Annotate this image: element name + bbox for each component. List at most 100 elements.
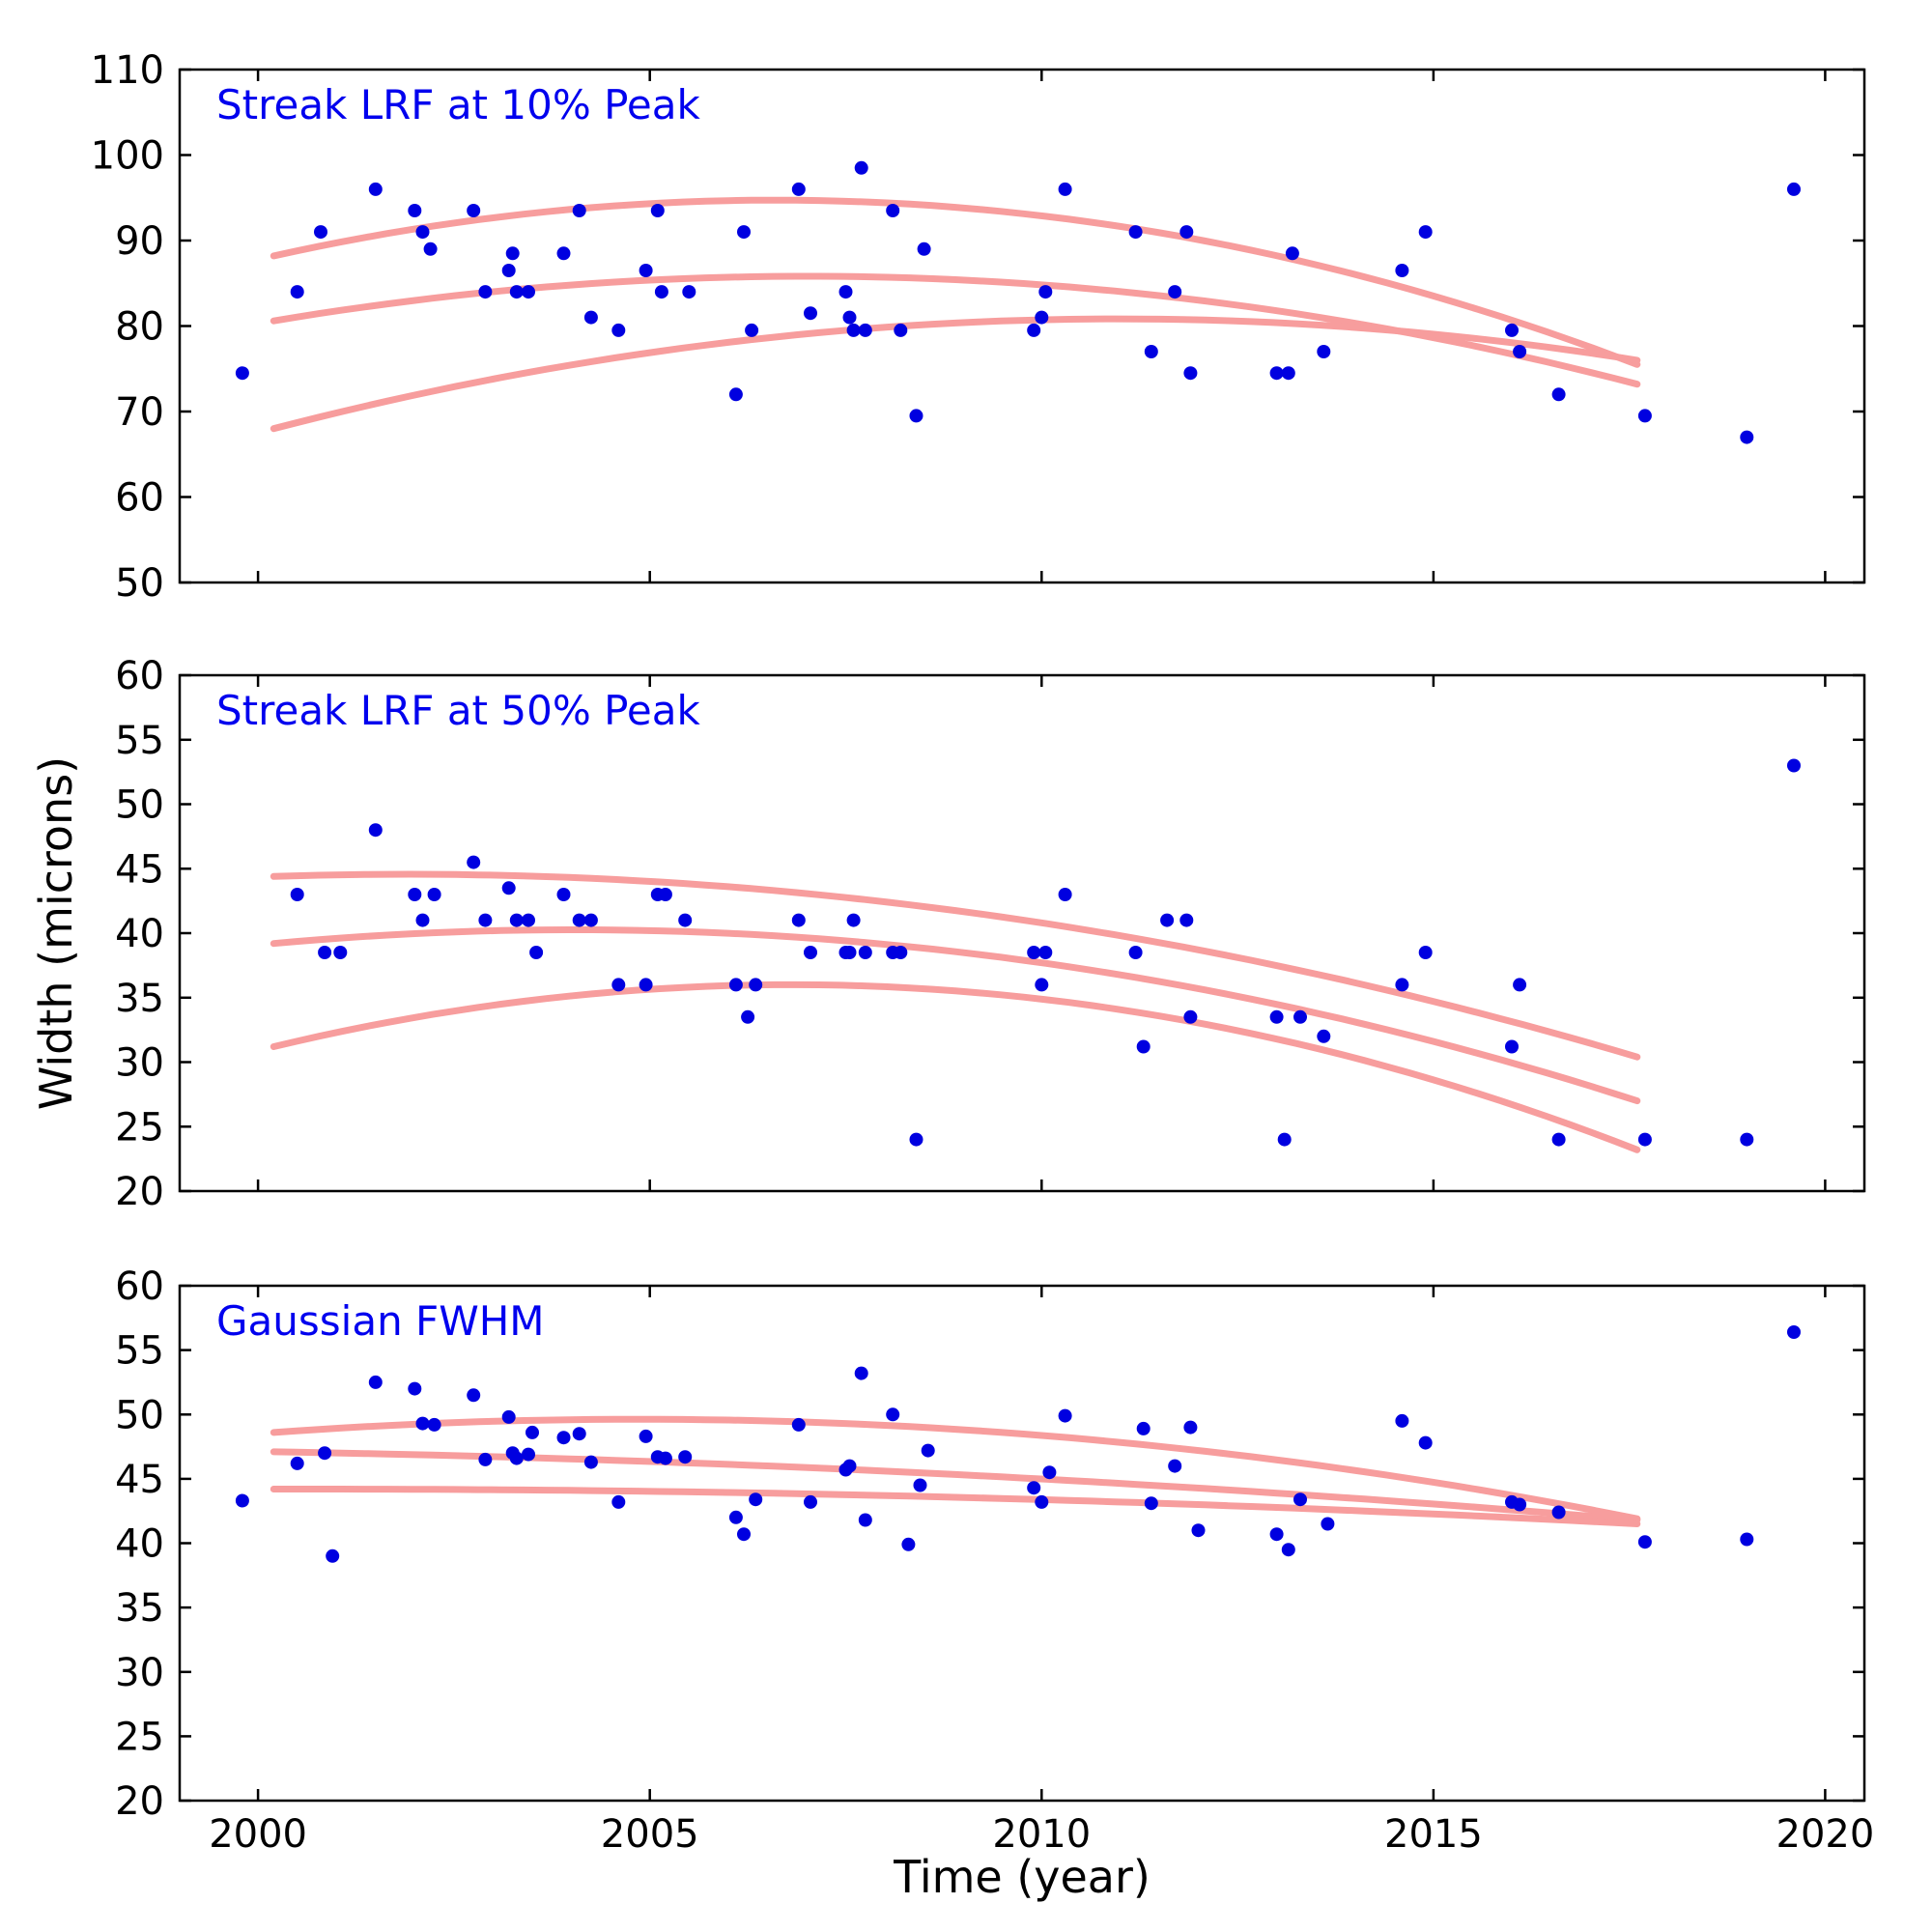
data-point — [1027, 946, 1041, 959]
data-point — [682, 285, 696, 299]
data-point — [842, 310, 857, 325]
data-point — [415, 913, 430, 927]
y-tick-label: 60 — [115, 1264, 164, 1309]
y-tick-label: 20 — [115, 1170, 164, 1214]
y-tick-label: 25 — [115, 1715, 164, 1759]
data-point — [1179, 225, 1194, 240]
data-point — [909, 409, 923, 423]
data-point — [1285, 246, 1299, 261]
data-point — [1418, 1435, 1433, 1450]
y-tick-label: 55 — [115, 1329, 164, 1374]
data-point — [909, 1132, 923, 1147]
data-point — [1168, 285, 1182, 299]
data-point — [1551, 1505, 1566, 1520]
data-point — [1038, 946, 1053, 959]
data-point — [1035, 310, 1049, 325]
data-point — [886, 204, 900, 217]
data-point — [1395, 1413, 1409, 1428]
data-point — [728, 1510, 743, 1524]
data-point — [427, 1417, 441, 1432]
fit-curve — [270, 926, 1641, 1105]
data-point — [917, 242, 931, 256]
panel-streak-lrf-10-percent: Streak LRF at 10% Peak 50 60 70 80 90 100 110 — [91, 48, 1866, 606]
y-tick-label: 110 — [91, 48, 164, 93]
data-point — [326, 1548, 340, 1563]
data-point — [1191, 1523, 1206, 1538]
data-point — [1269, 366, 1284, 381]
data-point — [1144, 345, 1158, 358]
data-point — [572, 913, 586, 927]
data-point — [290, 1456, 304, 1470]
data-point — [509, 913, 524, 927]
axes-frame — [178, 68, 1866, 584]
data-point — [913, 1478, 927, 1492]
y-tick-label: 20 — [115, 1779, 164, 1824]
data-point — [745, 323, 759, 337]
data-point — [1183, 1009, 1198, 1024]
data-point — [854, 160, 868, 175]
y-tick-label: 90 — [115, 219, 164, 264]
data-point — [526, 1425, 539, 1439]
data-point — [858, 946, 872, 959]
data-point — [842, 946, 857, 959]
data-point — [478, 1452, 493, 1466]
y-tick-label: 30 — [115, 1651, 164, 1695]
data-point — [639, 1429, 653, 1443]
data-point — [556, 888, 571, 901]
data-point — [415, 225, 430, 240]
fit-curve — [270, 870, 1641, 1061]
data-point — [505, 246, 520, 261]
panel-streak-lrf-50-percent: Streak LRF at 50% Peak 20 25 30 35 40 45 50 55 6… — [115, 654, 1866, 1214]
data-point — [318, 946, 332, 959]
data-point — [804, 946, 817, 959]
x-tick-label: 2020 — [1776, 1812, 1875, 1857]
x-tick-label: 2005 — [601, 1812, 699, 1857]
data-point — [894, 946, 908, 959]
data-point — [901, 1537, 916, 1551]
data-point — [1418, 225, 1433, 240]
fit-curve — [270, 1486, 1641, 1527]
data-point — [318, 1446, 332, 1461]
data-point — [423, 242, 438, 256]
data-point — [522, 285, 535, 299]
panel-gaussian-fwhm: Gaussian FWHM 2000 2005 2010 2015 2020 20 25 30… — [115, 1264, 1874, 1857]
data-point — [415, 1416, 430, 1431]
data-point — [1637, 409, 1652, 423]
data-point — [737, 225, 751, 240]
x-axis-label: Time (year) — [894, 1851, 1151, 1903]
data-point — [1058, 1408, 1072, 1423]
data-point — [501, 1409, 516, 1424]
data-point — [1058, 182, 1072, 196]
data-point — [654, 285, 668, 299]
data-point — [1293, 1009, 1307, 1024]
data-point — [408, 888, 422, 901]
data-point — [501, 264, 516, 277]
data-point — [1293, 1492, 1307, 1507]
y-tick-label: 45 — [115, 1458, 164, 1502]
data-point — [639, 978, 653, 992]
fit-curve — [270, 196, 1641, 368]
data-point — [1513, 345, 1527, 358]
data-point — [846, 323, 861, 337]
data-point — [1787, 182, 1801, 196]
data-point — [408, 204, 422, 217]
data-point — [804, 1494, 817, 1509]
data-point — [1551, 387, 1566, 402]
data-point — [408, 1381, 422, 1396]
data-point — [556, 246, 571, 261]
data-point — [478, 285, 493, 299]
data-point — [791, 182, 806, 196]
data-point — [1395, 978, 1409, 992]
data-point — [583, 310, 598, 325]
data-point — [921, 1443, 935, 1458]
data-point — [678, 913, 693, 927]
data-point — [1042, 1465, 1057, 1480]
data-point — [368, 1375, 383, 1389]
fit-curve — [270, 315, 1641, 433]
y-tick-label: 100 — [91, 134, 164, 179]
data-point — [314, 225, 327, 240]
data-point — [791, 913, 806, 927]
data-point — [1038, 285, 1053, 299]
data-point — [1035, 978, 1049, 992]
y-tick-label: 60 — [115, 476, 164, 521]
